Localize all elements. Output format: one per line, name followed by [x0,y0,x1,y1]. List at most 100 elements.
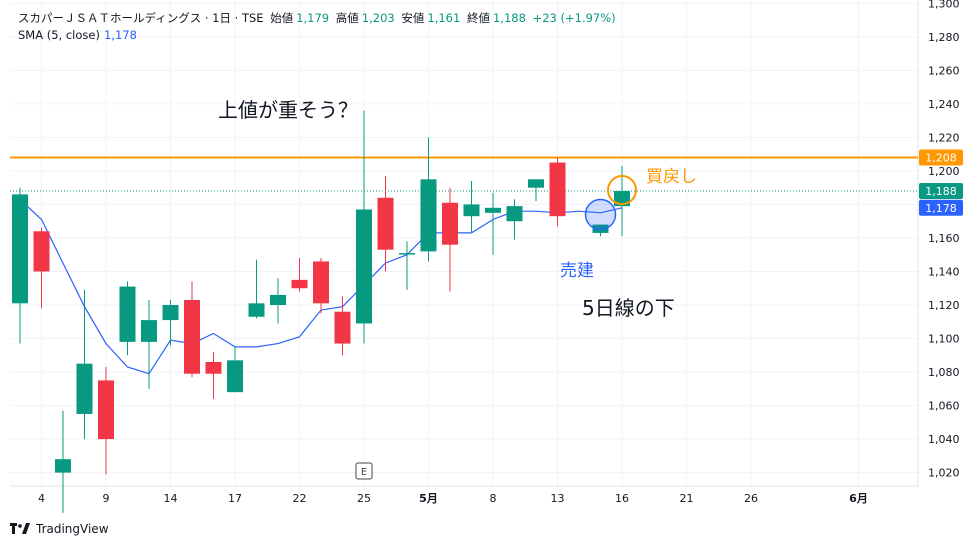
candlesticks [12,110,630,513]
candle [528,179,544,202]
annotation-resistance[interactable]: 上値が重そう？ [218,98,358,122]
x-tick-label: 9 [103,492,110,505]
candle-body [485,207,501,213]
change-value: +23 (+1.97%) [532,11,616,25]
candle-body [442,202,458,245]
candle [141,299,157,389]
chart-grid [10,0,918,486]
last-price-tag-text: 1,188 [925,185,957,198]
earnings-event-marker[interactable]: E [355,462,373,480]
candle-body [614,191,630,207]
indicator-legend[interactable]: SMA (5, close) 1,178 [18,28,137,42]
high-label: 高値 [335,11,359,25]
hline-price-tag-text: 1,208 [925,152,957,165]
sma-value: 1,178 [103,28,137,42]
candle [184,281,200,378]
candle-body [291,279,308,289]
last-price-tag: 1,188 [919,183,963,200]
candle [442,187,458,292]
x-tick-label: 8 [490,492,497,505]
candle-body [506,206,523,222]
annotation-buyback[interactable]: 買戻し [646,167,697,187]
candle [76,289,93,440]
y-tick-label: 1,100 [928,333,960,346]
x-tick-label: 14 [164,492,178,505]
sma-label: SMA (5, close) [18,28,100,42]
annotation-sell[interactable]: 売建 [560,261,594,281]
x-tick-label: 21 [680,492,694,505]
sma-price-tag-bg [919,199,963,216]
last-price-tag-bg [919,183,963,200]
y-tick-label: 1,280 [928,31,960,44]
candle-body [356,209,372,324]
hline-price-tag: 1,208 [919,149,963,166]
candle [119,281,136,356]
sma-price-tag-text: 1,178 [925,202,957,215]
y-tick-label: 1,220 [928,131,960,144]
open-value: 1,179 [296,11,330,25]
candle-body [12,194,28,304]
y-tick-label: 1,260 [928,64,960,77]
candle [33,227,50,309]
candle [205,351,222,399]
y-tick-label: 1,160 [928,232,960,245]
candle-body [248,303,265,317]
time-axis[interactable]: 4 9 14 17 22 25 5月 8 13 16 21 26 6月 [38,492,868,505]
open-label: 始値 [270,11,294,25]
symbol-name[interactable]: スカパーＪＳＡＴホールディングス · 1日 · TSE [18,11,264,25]
candle [420,137,437,262]
candle [12,187,28,344]
event-marker-label: E [361,467,367,478]
candle [55,410,71,513]
candle [162,299,179,346]
x-tick-label: 26 [744,492,758,505]
candle [248,259,265,319]
candle-body [205,361,222,374]
candle [313,258,329,314]
candle [270,278,286,324]
candle [356,110,372,344]
candle [592,224,609,237]
y-tick-label: 1,200 [928,165,960,178]
candle-body [227,360,243,393]
candle [549,157,566,227]
y-tick-label: 1,040 [928,433,960,446]
annotation-below-sma[interactable]: 5日線の下 [582,296,675,320]
hline-price-tag-bg [919,149,963,166]
candle-body [76,363,93,414]
candle-body [399,253,415,255]
sma-price-tag: 1,178 [919,199,963,216]
candle [614,165,630,237]
y-tick-label: 1,080 [928,366,960,379]
tradingview-logo[interactable]: TradingView [10,522,109,536]
low-value: 1,161 [427,11,461,25]
candle-body [528,179,544,188]
candle-body [334,311,351,344]
y-tick-label: 1,300 [928,0,960,10]
close-value: 1,188 [492,11,526,25]
candle-body [98,380,114,440]
candle-body [55,459,71,473]
tradingview-logo-icon [10,523,30,534]
close-label: 終値 [466,11,490,25]
x-tick-label: 25 [357,492,371,505]
candle-body [463,204,480,217]
candle-body [119,286,136,342]
y-tick-label: 1,240 [928,98,960,111]
candle-body [33,231,50,272]
x-tick-label: 17 [228,492,242,505]
y-tick-label: 1,140 [928,265,960,278]
y-tick-label: 1,020 [928,467,960,480]
candle [506,199,523,240]
candle-body [270,294,286,306]
trade-markers [584,175,637,231]
candle-body [549,162,566,217]
candle-body [420,179,437,252]
candle [334,296,351,356]
candle-body [141,320,157,342]
price-axis[interactable]: 1,020 1,040 1,060 1,080 1,100 1,120 1,140 1,160… [928,0,960,480]
candle [98,367,114,475]
candle [463,180,480,233]
candle [377,175,394,272]
